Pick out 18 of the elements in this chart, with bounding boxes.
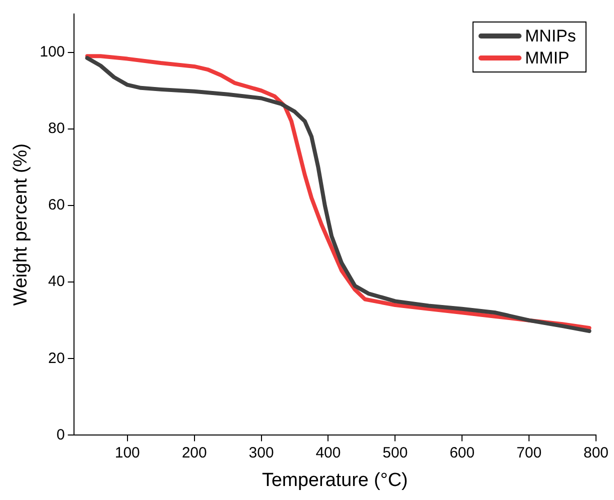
y-tick-label: 0 <box>56 426 65 444</box>
x-tick-label: 400 <box>316 444 341 462</box>
y-axis-title: Weight percent (%) <box>10 143 32 306</box>
x-tick-label: 800 <box>583 444 609 462</box>
y-tick-label: 60 <box>48 196 65 214</box>
x-tick-label: 300 <box>248 444 274 462</box>
y-tick-label: 80 <box>48 120 65 138</box>
x-tick-label: 100 <box>114 444 140 462</box>
legend-label: MMIP <box>525 48 570 68</box>
x-tick-label: 500 <box>382 444 408 462</box>
y-tick-label: 20 <box>48 350 65 367</box>
x-axis-title: Temperature (°C) <box>262 470 408 491</box>
legend-label: MNIPs <box>525 26 576 46</box>
x-tick-label: 700 <box>516 444 542 462</box>
y-tick-label: 100 <box>40 43 65 60</box>
y-tick-label: 40 <box>48 273 65 290</box>
x-tick-label: 600 <box>450 444 475 462</box>
x-tick-label: 200 <box>182 444 207 462</box>
